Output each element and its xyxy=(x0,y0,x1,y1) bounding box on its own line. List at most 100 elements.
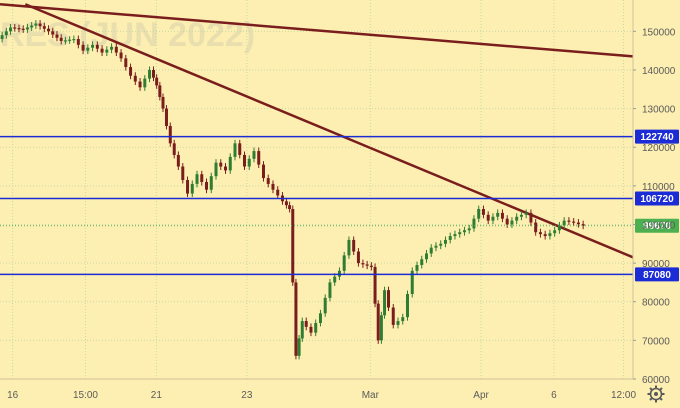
candle-body xyxy=(486,214,490,221)
candle-body xyxy=(17,28,21,30)
candle-body xyxy=(95,44,99,49)
candle-body xyxy=(318,313,322,323)
candle-body xyxy=(309,326,313,333)
candle-body xyxy=(458,232,462,235)
candle-body xyxy=(405,294,409,318)
candle-body xyxy=(186,180,190,194)
candle-body xyxy=(190,183,194,194)
candle-body xyxy=(55,34,59,38)
candle-body xyxy=(238,143,242,155)
candle-body xyxy=(379,315,383,341)
y-tick-label: 70000 xyxy=(642,336,670,347)
candle-body xyxy=(195,174,199,184)
candle-body xyxy=(477,209,481,219)
candle-body xyxy=(252,151,256,159)
candle-body xyxy=(158,85,162,97)
candle-body xyxy=(543,234,547,237)
level-tag xyxy=(635,129,679,144)
candle-body xyxy=(505,218,509,225)
x-tick-label: 15:00 xyxy=(73,390,98,401)
candle-body xyxy=(548,233,552,237)
candle-body xyxy=(462,230,466,233)
candle-body xyxy=(25,27,29,30)
candle-body xyxy=(100,48,104,53)
candle-body xyxy=(434,245,438,248)
candle-body xyxy=(138,81,142,88)
candle-body xyxy=(373,266,377,304)
candle-body xyxy=(176,154,180,167)
candle-body xyxy=(288,205,292,210)
y-tick-label: 120000 xyxy=(642,143,676,154)
candle-body xyxy=(481,209,485,215)
x-tick-label: Mar xyxy=(362,390,380,401)
candle-body xyxy=(247,158,251,167)
candle-body xyxy=(369,265,373,267)
candle-body xyxy=(161,96,165,109)
candle-body xyxy=(562,220,566,226)
candle-body xyxy=(510,220,514,225)
x-tick-label: 16 xyxy=(7,390,19,401)
candle-body xyxy=(4,31,8,36)
candle-body xyxy=(453,234,457,237)
candle-body xyxy=(81,44,85,51)
candle-body xyxy=(233,143,237,157)
candle-body xyxy=(68,39,72,41)
settings-gear-icon[interactable] xyxy=(647,385,665,403)
candle-body xyxy=(304,321,308,327)
candle-body xyxy=(467,228,471,231)
candle-body xyxy=(9,27,13,32)
candle-body xyxy=(356,251,360,264)
candle-body xyxy=(553,230,557,234)
candle-body xyxy=(133,75,137,82)
candle-body xyxy=(261,164,265,179)
candle-body xyxy=(13,27,17,29)
candle-body xyxy=(491,216,495,221)
candle-body xyxy=(391,307,395,325)
candle-body xyxy=(224,166,228,171)
last-price-label: 99670 xyxy=(643,221,671,232)
level-tag xyxy=(635,191,679,206)
candle-body xyxy=(538,232,542,235)
candle-body xyxy=(567,220,571,222)
candle-body xyxy=(21,28,25,30)
candle-body xyxy=(323,297,327,314)
candle-body xyxy=(200,174,204,182)
trend-line xyxy=(0,3,634,58)
y-tick-label: 130000 xyxy=(642,105,676,116)
candle-body xyxy=(0,35,4,40)
candle-body xyxy=(152,69,156,78)
candle-body xyxy=(424,253,428,260)
candle-body xyxy=(387,290,391,308)
candle-body xyxy=(155,77,159,86)
level-tag-label: 87080 xyxy=(643,270,671,281)
candle-body xyxy=(181,166,185,181)
candle-body xyxy=(271,183,275,190)
candle-body xyxy=(557,225,561,231)
candle-body xyxy=(472,218,476,229)
candle-body xyxy=(524,212,528,215)
candle-body xyxy=(209,176,213,190)
candle-body xyxy=(219,162,223,167)
candle-body xyxy=(294,282,298,356)
candle-body xyxy=(429,247,433,254)
candle-body xyxy=(576,222,580,225)
candle-body xyxy=(164,108,168,126)
candle-body xyxy=(143,78,147,88)
y-tick-label: 110000 xyxy=(642,182,675,193)
candle-body xyxy=(515,216,519,221)
x-tick-label: 21 xyxy=(151,390,163,401)
candle-body xyxy=(352,239,356,252)
candle-body xyxy=(401,317,405,322)
candle-body xyxy=(59,37,63,41)
candle-body xyxy=(420,259,424,266)
candle-body xyxy=(342,255,346,271)
candle-body xyxy=(214,162,218,177)
candle-body xyxy=(410,270,414,295)
candle-body xyxy=(333,276,337,283)
candle-body xyxy=(38,23,42,27)
candle-body xyxy=(276,189,280,196)
candle-body xyxy=(228,156,232,171)
candle-body xyxy=(529,212,533,223)
candle-body xyxy=(291,209,295,283)
